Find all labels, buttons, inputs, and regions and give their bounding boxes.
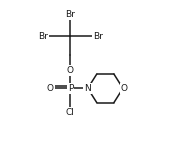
Text: Br: Br xyxy=(93,32,103,41)
Text: O: O xyxy=(47,84,54,93)
Text: Br: Br xyxy=(93,32,103,41)
Text: P: P xyxy=(68,84,73,93)
Text: Cl: Cl xyxy=(66,108,75,117)
Text: P: P xyxy=(68,84,73,93)
Text: O: O xyxy=(121,84,128,93)
Text: N: N xyxy=(84,84,91,93)
Text: O: O xyxy=(67,66,74,75)
Text: Cl: Cl xyxy=(66,108,75,117)
Text: N: N xyxy=(84,84,91,93)
Text: Br: Br xyxy=(38,32,48,41)
Text: Br: Br xyxy=(65,10,75,19)
Text: O: O xyxy=(121,84,128,93)
Text: O: O xyxy=(67,66,74,75)
Text: Br: Br xyxy=(65,10,75,19)
Text: Br: Br xyxy=(38,32,48,41)
Text: O: O xyxy=(47,84,54,93)
